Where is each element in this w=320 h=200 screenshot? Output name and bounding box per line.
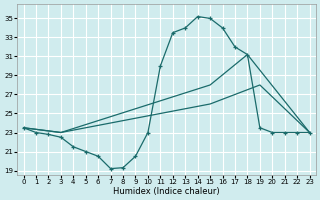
- X-axis label: Humidex (Indice chaleur): Humidex (Indice chaleur): [113, 187, 220, 196]
